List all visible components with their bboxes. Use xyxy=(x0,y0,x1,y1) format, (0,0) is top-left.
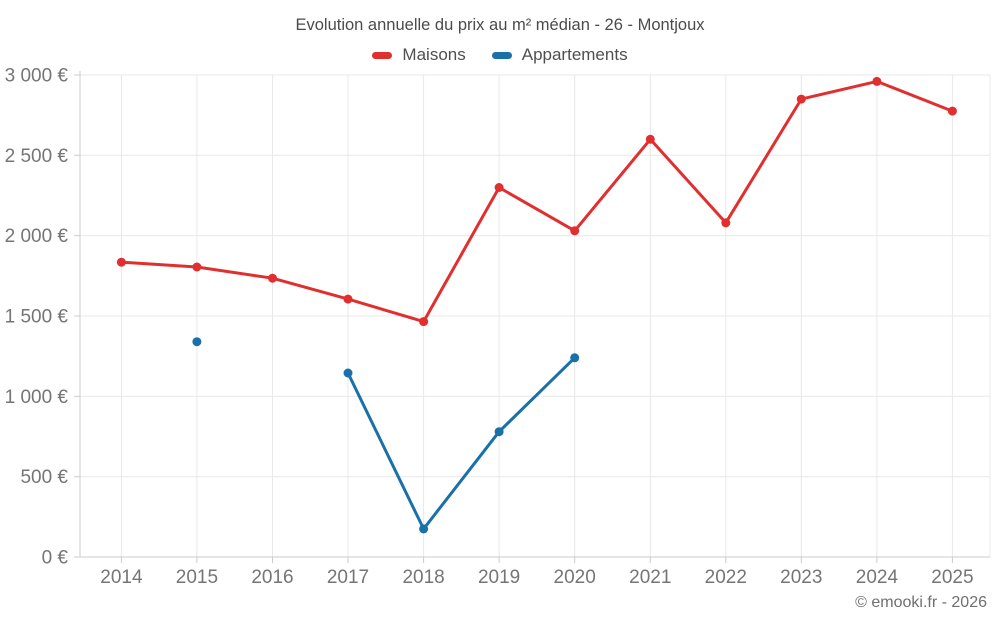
x-tick-label: 2017 xyxy=(327,567,369,588)
y-tick-label: 500 € xyxy=(20,467,68,488)
y-tick-label: 0 € xyxy=(42,548,69,569)
maisons-point-2016[interactable] xyxy=(268,273,277,283)
maisons-point-2014[interactable] xyxy=(116,257,126,267)
x-tick-label: 2018 xyxy=(402,567,444,588)
x-tick-label: 2015 xyxy=(176,567,218,588)
legend-label-appartements: Appartements xyxy=(521,45,628,64)
x-tick-label: 2023 xyxy=(780,567,822,588)
y-tick-label: 1 500 € xyxy=(5,307,69,328)
appartements-point-2015[interactable] xyxy=(192,337,202,347)
maisons-point-2019[interactable] xyxy=(494,183,504,192)
maisons-point-2022[interactable] xyxy=(721,218,731,228)
x-tick-label: 2014 xyxy=(100,567,143,588)
y-tick-label: 2 000 € xyxy=(5,226,69,247)
appartements-line xyxy=(346,356,577,531)
maisons-point-2024[interactable] xyxy=(872,76,882,86)
x-tick-label: 2025 xyxy=(931,567,973,588)
maisons-point-2023[interactable] xyxy=(796,94,806,104)
appartements-point-2017[interactable] xyxy=(343,368,353,378)
appartements-point-2020[interactable] xyxy=(570,353,580,363)
x-tick-label: 2016 xyxy=(251,567,293,588)
maisons-point-2025[interactable] xyxy=(947,106,957,116)
y-tick-label: 3 000 € xyxy=(5,66,69,87)
y-tick-label: 1 000 € xyxy=(5,387,69,408)
x-tick-label: 2021 xyxy=(629,567,671,588)
maisons-point-2021[interactable] xyxy=(645,134,655,144)
maisons-point-2020[interactable] xyxy=(570,226,580,236)
y-tick-label: 2 500 € xyxy=(5,146,69,167)
chart-legend: Maisons Appartements xyxy=(0,45,1000,65)
x-tick-label: 2019 xyxy=(478,567,520,588)
maisons-point-2018[interactable] xyxy=(419,317,429,327)
appartements-point-2018[interactable] xyxy=(419,524,429,534)
x-tick-label: 2020 xyxy=(554,567,596,588)
chart-title: Evolution annuelle du prix au m² médian … xyxy=(295,16,705,34)
maisons-point-2015[interactable] xyxy=(192,262,202,272)
x-tick-label: 2024 xyxy=(856,567,899,588)
x-tick-label: 2022 xyxy=(705,567,747,588)
legend-item-maisons[interactable]: Maisons xyxy=(372,45,466,65)
copyright-notice: © emooki.fr - 2026 xyxy=(855,594,987,611)
appartements-point-2019[interactable] xyxy=(494,427,504,437)
maisons-line xyxy=(119,79,954,324)
appartements-swatch-icon xyxy=(491,51,512,59)
maisons-swatch-icon xyxy=(372,51,393,59)
legend-label-maisons: Maisons xyxy=(402,45,466,64)
legend-item-appartements[interactable]: Appartements xyxy=(491,45,628,65)
maisons-point-2017[interactable] xyxy=(343,294,353,304)
